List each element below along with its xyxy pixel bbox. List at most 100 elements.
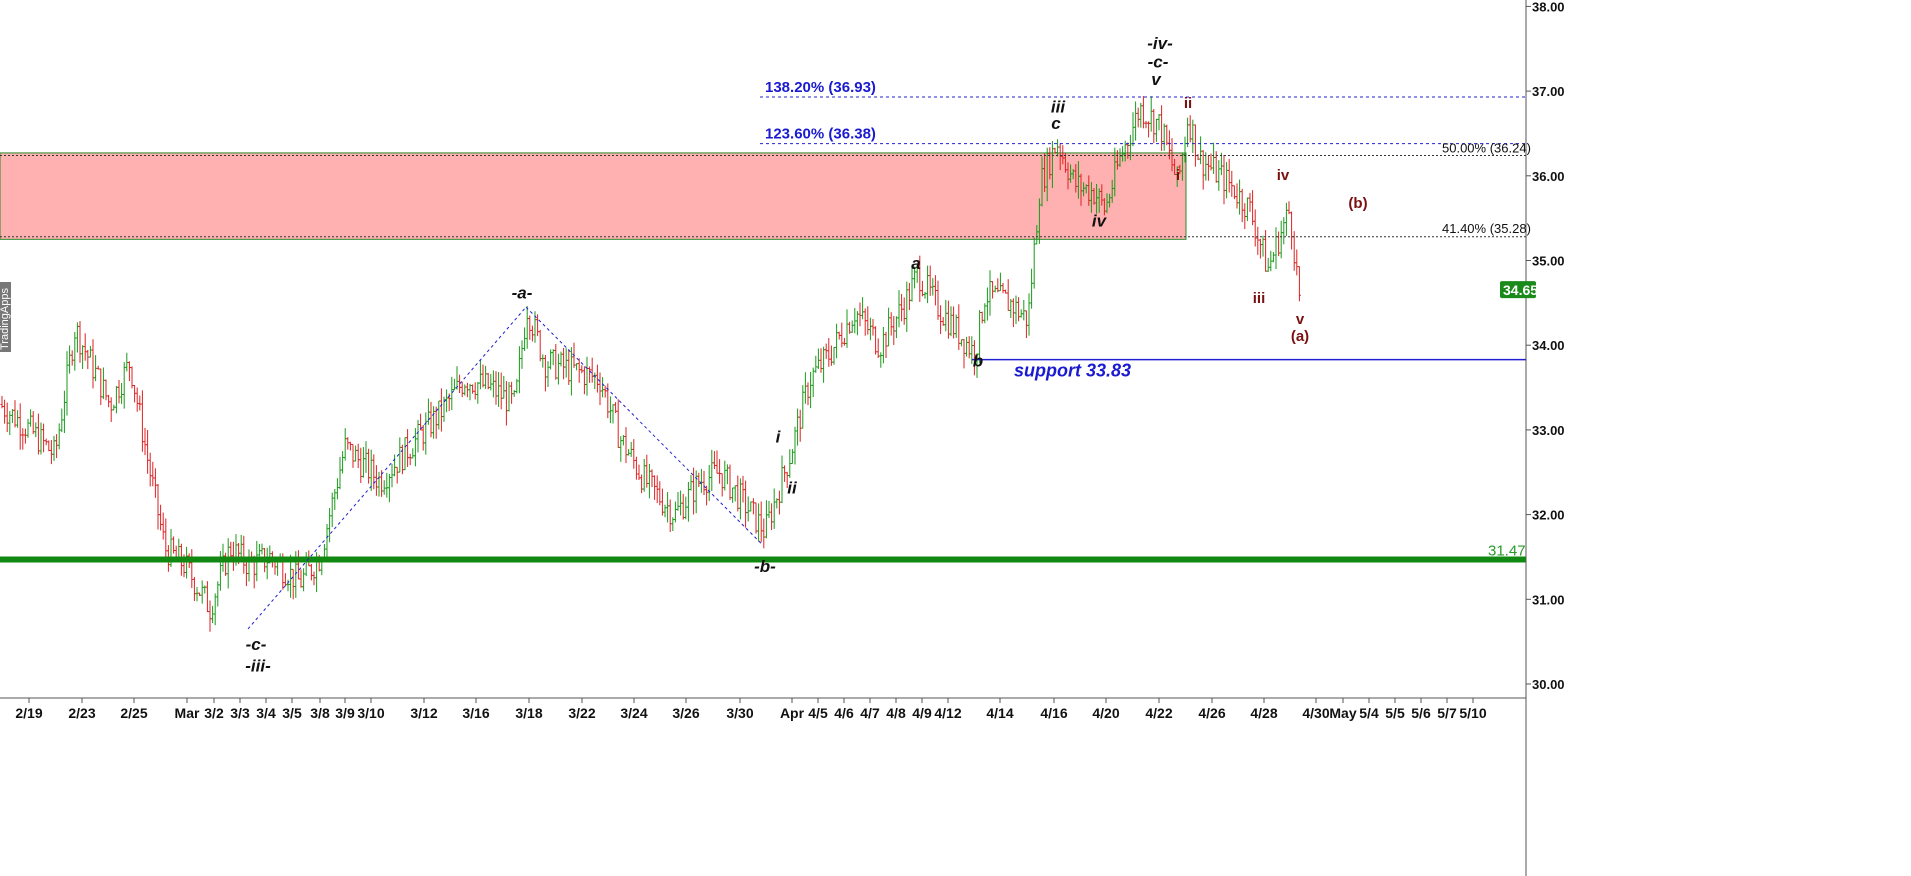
ohlc-bar xyxy=(47,440,51,452)
ohlc-bar xyxy=(601,377,605,398)
ohlc-bar xyxy=(510,381,514,404)
ohlc-bar xyxy=(504,381,508,426)
ohlc-bar xyxy=(198,592,202,597)
ohlc-bar xyxy=(1206,155,1210,181)
ohlc-bar xyxy=(952,306,956,339)
ohlc-bar xyxy=(164,518,168,562)
ohlc-bar xyxy=(57,423,61,450)
y-tick-label: 32.00 xyxy=(1532,508,1565,523)
ohlc-bar xyxy=(16,410,20,428)
ohlc-bar xyxy=(985,287,989,321)
ohlc-bar xyxy=(946,300,950,339)
ohlc-bar xyxy=(426,398,430,425)
ohlc-bar xyxy=(801,385,805,429)
ohlc-bar xyxy=(120,382,124,404)
ohlc-bar xyxy=(478,359,482,390)
ohlc-bar xyxy=(710,449,714,492)
ohlc-bar xyxy=(247,549,251,582)
x-tick-label: 4/12 xyxy=(934,705,961,721)
ohlc-bar xyxy=(411,448,415,459)
ohlc-bar xyxy=(1271,251,1275,263)
ohlc-bar xyxy=(738,478,742,520)
ohlc-bar xyxy=(733,485,737,502)
ohlc-bar xyxy=(452,378,456,391)
ohlc-bar xyxy=(1284,202,1288,236)
ohlc-bar xyxy=(793,426,797,465)
ohlc-bar xyxy=(312,571,316,586)
x-axis: 2/19 2/23 2/25 Mar 3/2 3/3 3/4 3/5 3/8 3/9 3/10 3/1… xyxy=(15,698,1487,721)
ohlc-bar xyxy=(335,478,339,500)
ohlc-bar xyxy=(153,468,157,498)
ohlc-bar xyxy=(13,400,17,428)
ohlc-bar xyxy=(827,338,831,367)
ohlc-bar xyxy=(382,480,386,495)
ohlc-bar xyxy=(1154,118,1158,142)
ohlc-bar xyxy=(1230,170,1234,197)
watermark-background xyxy=(0,282,11,352)
ohlc-bar xyxy=(1191,119,1195,154)
ohlc-bar xyxy=(920,280,924,297)
ohlc-bar xyxy=(530,325,534,342)
ohlc-bar xyxy=(874,326,878,355)
ohlc-bar xyxy=(437,400,441,430)
ohlc-bar xyxy=(933,275,937,306)
ohlc-bar xyxy=(944,300,948,332)
ohlc-bar xyxy=(104,379,108,401)
ohlc-bar xyxy=(621,435,625,446)
wave-label-red: i xyxy=(1176,167,1180,184)
ohlc-bar xyxy=(783,465,787,482)
watermark-text: TradingApps xyxy=(0,288,11,350)
ohlc-bar xyxy=(884,331,888,358)
ohlc-bar xyxy=(712,451,716,470)
ohlc-bar xyxy=(863,308,867,336)
watermark: TradingApps xyxy=(0,282,11,352)
ohlc-bar xyxy=(689,475,693,491)
wave-label-red: (a) xyxy=(1291,328,1309,345)
ohlc-bar xyxy=(299,569,303,588)
ohlc-bar xyxy=(114,385,118,414)
ohlc-bar xyxy=(70,350,74,366)
ohlc-bar xyxy=(798,409,802,442)
ohlc-bar xyxy=(796,408,800,446)
y-tick-label: 38.00 xyxy=(1532,0,1565,14)
wave-label: -c- xyxy=(1148,52,1169,71)
ohlc-bar xyxy=(348,441,352,451)
x-tick-label: 5/7 xyxy=(1437,705,1457,721)
ohlc-bar xyxy=(1131,112,1135,147)
ohlc-bar xyxy=(629,441,633,457)
y-tick-label: 35.00 xyxy=(1532,254,1565,269)
x-tick-label: 4/22 xyxy=(1145,705,1172,721)
ohlc-bar xyxy=(517,346,521,394)
retracement-50-label: 50.00% (36.24) xyxy=(1442,140,1531,155)
ohlc-bar xyxy=(265,547,269,580)
ohlc-bar xyxy=(694,470,698,514)
wave-label-red: v xyxy=(1296,311,1305,328)
ohlc-bar xyxy=(905,281,909,333)
wave-label-red: (b) xyxy=(1348,195,1367,212)
ohlc-bar xyxy=(868,317,872,341)
ohlc-bar xyxy=(653,475,657,500)
x-tick-label: 5/5 xyxy=(1385,705,1405,721)
ohlc-bar xyxy=(465,382,469,398)
ohlc-bar xyxy=(1225,162,1229,199)
ohlc-bar xyxy=(788,449,792,478)
ohlc-bar xyxy=(1266,257,1270,272)
ohlc-bar xyxy=(177,538,181,558)
ohlc-bar xyxy=(512,390,516,397)
x-tick-label: 3/3 xyxy=(230,705,250,721)
ohlc-bar xyxy=(931,278,935,296)
ohlc-bar xyxy=(715,450,719,474)
x-tick-label: 4/30 xyxy=(1302,705,1329,721)
ohlc-bar xyxy=(1253,209,1257,247)
ohlc-bar xyxy=(564,348,568,378)
ohlc-bar xyxy=(49,440,53,465)
ohlc-bar xyxy=(741,475,745,503)
ohlc-bar xyxy=(684,496,688,520)
ohlc-bar xyxy=(1238,179,1242,215)
y-tick-label: 36.00 xyxy=(1532,169,1565,184)
ohlc-bar xyxy=(1024,310,1028,339)
ohlc-bar xyxy=(608,396,612,424)
x-tick-label: Mar xyxy=(175,705,200,721)
ohlc-bar xyxy=(988,270,992,316)
ohlc-bar xyxy=(770,503,774,531)
